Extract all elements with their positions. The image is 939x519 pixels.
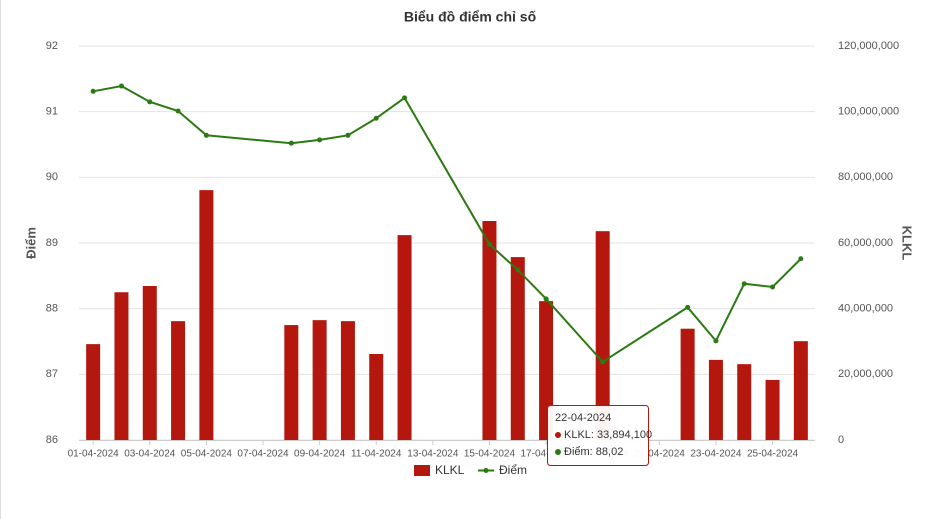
line-point: [543, 296, 549, 302]
legend-label[interactable]: Điểm: [499, 463, 527, 477]
bar: [510, 257, 525, 440]
tooltip-line: Điểm: 88,02: [564, 446, 623, 458]
line-point: [798, 256, 804, 262]
x-tick-label: 23-04-2024: [690, 449, 742, 460]
line-point: [373, 115, 379, 121]
x-tick-label: 03-04-2024: [124, 449, 176, 460]
line-point: [118, 83, 124, 89]
y2-axis-title: KLKL: [900, 226, 915, 261]
y-tick-label: 90: [46, 171, 58, 183]
bar: [284, 325, 299, 440]
y2-tick-label: 0: [838, 434, 844, 446]
bars: [86, 190, 808, 440]
line-point: [345, 132, 351, 138]
bar: [737, 364, 752, 440]
bar: [793, 341, 808, 440]
tooltip-box: [547, 405, 649, 466]
bar: [397, 235, 412, 440]
y-tick-label: 88: [46, 303, 58, 315]
x-tick-label: 15-04-2024: [464, 449, 516, 460]
bar: [482, 221, 497, 440]
legend-swatch: [483, 468, 489, 473]
y-tick-label: 92: [46, 40, 58, 52]
y2-tick-label: 80,000,000: [838, 171, 893, 183]
line-point: [147, 99, 153, 105]
x-tick-label: 17-04-2024: [520, 449, 572, 460]
y-axis-title: Điểm: [23, 227, 38, 259]
bar: [680, 328, 695, 440]
x-tick-label: 25-04-2024: [747, 449, 799, 460]
x-tick-label: 09-04-2024: [294, 449, 346, 460]
line-point: [515, 267, 521, 273]
line-point: [288, 140, 294, 146]
line-point: [402, 95, 408, 101]
y2-tick-label: 60,000,000: [838, 237, 893, 249]
tooltip-dot: [555, 432, 561, 438]
line-point: [741, 281, 747, 287]
tooltip-title: 22-04-2024: [555, 412, 611, 424]
x-tick-label: 01-04-2024: [68, 449, 120, 460]
line-point: [317, 137, 323, 143]
y-tick-label: 89: [46, 237, 58, 249]
line-point: [486, 241, 492, 247]
x-tick-label: 07-04-2024: [237, 449, 289, 460]
bar: [86, 344, 101, 440]
tooltip-dot: [555, 449, 561, 455]
bar: [199, 190, 214, 440]
bar: [369, 353, 384, 440]
bar: [114, 292, 129, 440]
lines: [90, 83, 804, 365]
line-point: [203, 132, 209, 138]
chart-title: Biểu đồ điểm chỉ số: [404, 9, 537, 25]
legend: KLKL Điểm: [414, 463, 527, 477]
bar: [708, 359, 723, 440]
legend-label[interactable]: KLKL: [435, 463, 465, 477]
line: [92, 85, 802, 364]
x-tick-label: 11-04-2024: [351, 449, 402, 460]
bar: [312, 320, 327, 440]
line-point: [600, 359, 606, 365]
y2-tick-label: 100,000,000: [838, 106, 899, 118]
line-point: [770, 284, 776, 290]
x-tick-label: 05-04-2024: [181, 449, 233, 460]
y-tick-label: 91: [46, 106, 58, 118]
bar: [765, 379, 780, 440]
y2-tick-label: 20,000,000: [838, 368, 893, 380]
y2-tick-label: 120,000,000: [838, 40, 899, 52]
y-tick-label: 86: [46, 434, 58, 446]
legend-swatch: [414, 465, 430, 476]
line-point: [685, 304, 691, 310]
bar: [340, 321, 355, 440]
y-tick-label: 87: [46, 368, 58, 380]
y2-tick-label: 40,000,000: [838, 303, 893, 315]
x-tick-label: 13-04-2024: [407, 449, 459, 460]
tooltip: 22-04-2024 KLKL: 33,894,100 Điểm: 88,02: [547, 405, 652, 466]
line-point: [713, 338, 719, 344]
bar: [171, 321, 186, 440]
line-point: [175, 108, 181, 114]
tooltip-line: KLKL: 33,894,100: [564, 429, 652, 441]
x-tick-label: 21-04-2024: [634, 449, 686, 460]
bar: [595, 231, 610, 440]
grid: 86 87 88 89 90 91 92 0 20,000,000 40,000,000 60,00…: [46, 40, 899, 460]
line-point: [90, 88, 96, 94]
bar: [142, 286, 157, 440]
